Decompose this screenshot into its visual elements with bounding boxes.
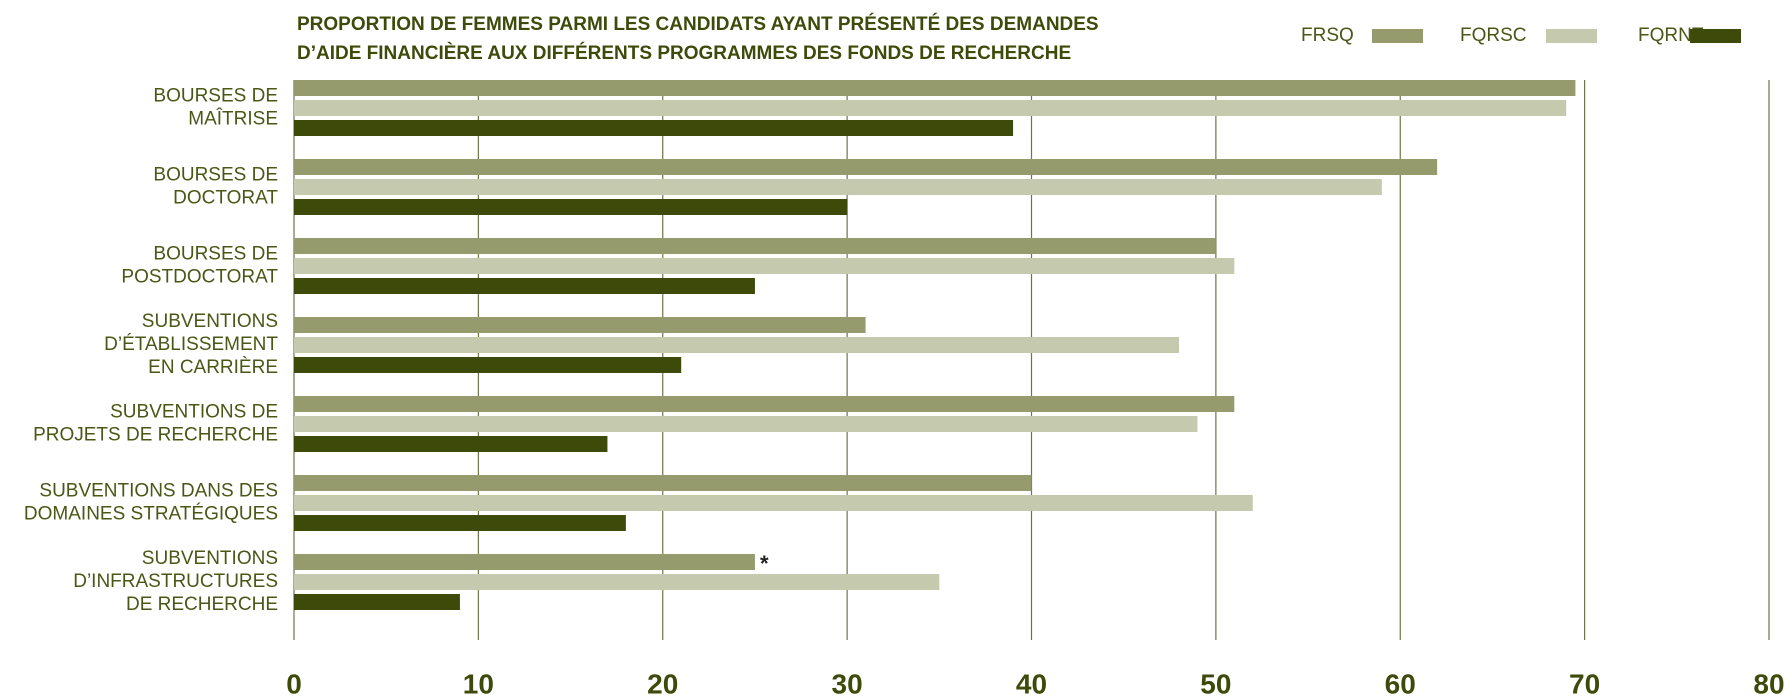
legend-swatch xyxy=(1546,29,1597,43)
y-tick-label: SUBVENTIONS D’INFRASTRUCTURES DE RECHERCHE xyxy=(73,548,278,615)
y-tick-line: SUBVENTIONS xyxy=(142,548,278,569)
bar xyxy=(294,238,1216,254)
bar xyxy=(294,100,1567,116)
chart-title: PROPORTION DE FEMMES PARMI LES CANDIDATS… xyxy=(297,13,1099,35)
legend-label: FRSQ xyxy=(1301,25,1354,46)
bar xyxy=(294,258,1235,274)
bar xyxy=(294,475,1032,491)
bar xyxy=(294,179,1382,195)
annotation: * xyxy=(760,551,769,576)
legend-label: FQRSC xyxy=(1460,25,1527,46)
y-tick-line: PROJETS DE RECHERCHE xyxy=(33,425,278,446)
y-tick-label: BOURSES DE DOCTORAT xyxy=(153,165,278,209)
bar xyxy=(294,357,682,373)
y-tick-line: BOURSES DE xyxy=(153,244,278,265)
y-tick-label: SUBVENTIONS DANS DES DOMAINES STRATÉGIQUE… xyxy=(24,481,278,525)
y-tick-line: POSTDOCTORAT xyxy=(121,267,278,288)
bar xyxy=(294,80,1576,96)
bar xyxy=(294,317,866,333)
x-tick-label: 70 xyxy=(1569,668,1600,698)
x-tick-label: 0 xyxy=(286,668,302,698)
x-tick-label: 30 xyxy=(832,668,863,698)
x-tick-label: 20 xyxy=(647,668,678,698)
y-tick-label: BOURSES DE MAÎTRISE xyxy=(153,86,278,130)
x-tick-label: 10 xyxy=(463,668,494,698)
y-tick-line: SUBVENTIONS DE xyxy=(110,402,278,423)
bar xyxy=(294,416,1198,432)
bar xyxy=(294,574,940,590)
chart-title: D’AIDE FINANCIÈRE AUX DIFFÉRENTS PROGRAM… xyxy=(297,42,1071,64)
y-tick-line: D’ÉTABLISSEMENT xyxy=(104,334,278,355)
bar xyxy=(294,337,1179,353)
y-tick-line: EN CARRIÈRE xyxy=(148,357,278,378)
y-tick-line: BOURSES DE xyxy=(153,165,278,186)
x-tick-label: 80 xyxy=(1753,668,1784,698)
y-tick-line: BOURSES DE xyxy=(153,86,278,107)
y-tick-label: SUBVENTIONS DE PROJETS DE RECHERCHE xyxy=(33,402,278,446)
bar xyxy=(294,515,626,531)
y-tick-line: D’INFRASTRUCTURES xyxy=(73,571,278,592)
y-tick-line: DE RECHERCHE xyxy=(126,594,278,615)
bar xyxy=(294,554,755,570)
bar xyxy=(294,159,1438,175)
y-tick-line: SUBVENTIONS xyxy=(142,311,278,332)
bar xyxy=(294,396,1235,412)
legend-swatch xyxy=(1690,29,1741,43)
bar xyxy=(294,594,460,610)
y-tick-line: DOMAINES STRATÉGIQUES xyxy=(24,504,278,525)
y-tick-label: SUBVENTIONS D’ÉTABLISSEMENT EN CARRIÈRE xyxy=(104,311,278,378)
bar xyxy=(294,278,755,294)
bar xyxy=(294,120,1014,136)
y-tick-line: MAÎTRISE xyxy=(188,108,278,130)
y-tick-line: SUBVENTIONS DANS DES xyxy=(39,481,278,502)
legend-label: FQRNT xyxy=(1638,25,1704,46)
x-tick-label: 50 xyxy=(1200,668,1231,698)
legend-swatch xyxy=(1372,29,1423,43)
x-tick-label: 60 xyxy=(1385,668,1416,698)
bar xyxy=(294,199,848,215)
bar xyxy=(294,495,1253,511)
y-tick-label: BOURSES DE POSTDOCTORAT xyxy=(121,244,278,288)
bar xyxy=(294,436,608,452)
x-tick-label: 40 xyxy=(1016,668,1047,698)
y-tick-line: DOCTORAT xyxy=(173,188,278,209)
